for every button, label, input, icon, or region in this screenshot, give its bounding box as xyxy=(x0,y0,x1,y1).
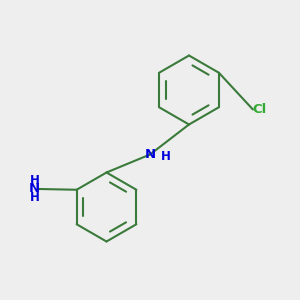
Text: N: N xyxy=(144,148,156,161)
Text: H: H xyxy=(161,149,170,163)
Text: H: H xyxy=(30,191,39,204)
Text: Cl: Cl xyxy=(252,103,267,116)
Text: H: H xyxy=(30,174,39,187)
Text: N: N xyxy=(29,182,40,196)
